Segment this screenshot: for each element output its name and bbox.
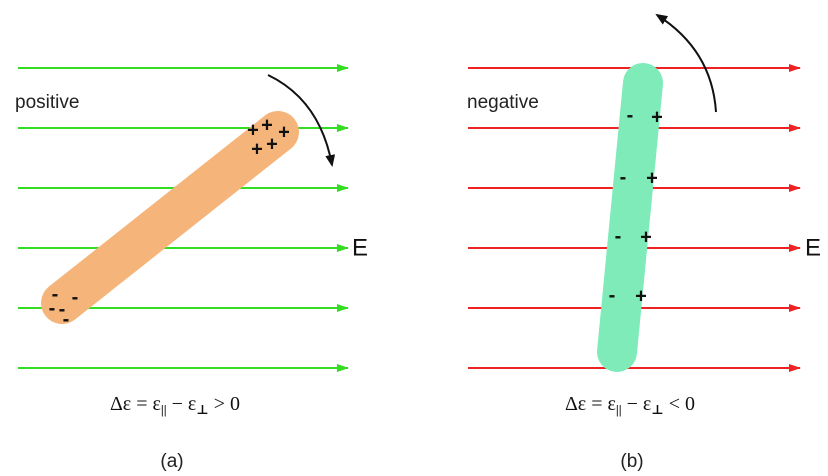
formula-part: Δε = ε	[110, 393, 161, 415]
charge: +	[651, 106, 663, 128]
formula-part: < 0	[664, 393, 695, 415]
molecule-a	[62, 132, 278, 303]
charge: -	[627, 104, 634, 126]
formula: Δε = ε|| − ε⊥ < 0	[565, 393, 695, 417]
charge: -	[72, 286, 79, 308]
charge: +	[640, 226, 652, 248]
formula-part: − ε	[167, 393, 197, 415]
formula: Δε = ε|| − ε⊥ > 0	[110, 393, 240, 417]
charge: -	[609, 284, 616, 306]
caption: (a)	[160, 451, 183, 472]
caption: (b)	[620, 451, 643, 472]
charge: +	[251, 138, 263, 160]
field-label: E	[352, 234, 368, 261]
panel-label: negative	[467, 92, 539, 113]
charge: -	[59, 298, 66, 320]
charge: +	[646, 167, 658, 189]
formula-part: > 0	[209, 393, 240, 415]
charge: -	[620, 166, 627, 188]
diagram: positive negative E E Δε = ε|| − ε⊥ > 0 …	[0, 0, 828, 476]
formula-part: Δε = ε	[565, 393, 616, 415]
rotation-arrow-b	[657, 15, 716, 112]
charge: +	[635, 285, 647, 307]
charge: +	[278, 121, 290, 143]
charge: -	[49, 297, 56, 319]
field-label: E	[805, 234, 821, 261]
formula-sub: ⊥	[651, 402, 663, 417]
formula-sub: ⊥	[196, 402, 208, 417]
field-lines	[18, 68, 800, 368]
formula-part: − ε	[622, 393, 652, 415]
panel-label: positive	[15, 92, 79, 113]
charge: -	[615, 225, 622, 247]
charge: +	[266, 133, 278, 155]
